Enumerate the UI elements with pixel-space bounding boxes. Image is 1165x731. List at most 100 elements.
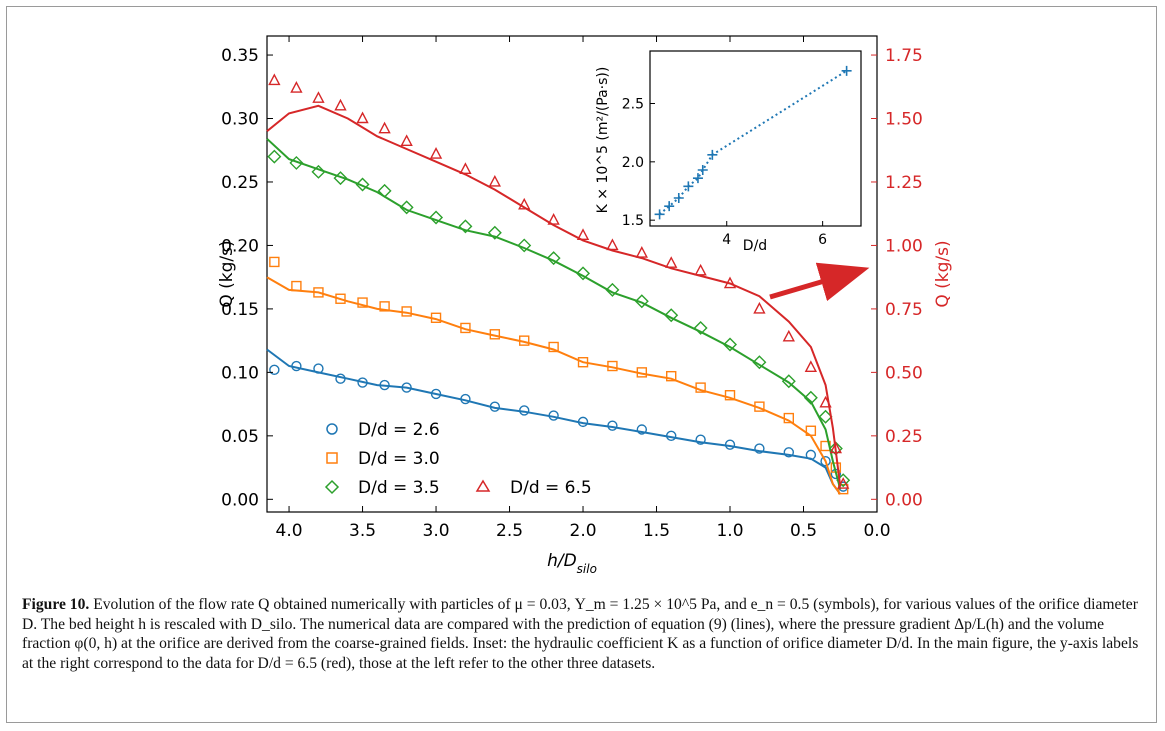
- data-point-triangle: [694, 263, 707, 276]
- data-point-triangle: [753, 301, 766, 314]
- data-point-diamond: [664, 308, 679, 323]
- data-point-circle: [805, 449, 817, 461]
- data-point-square: [489, 329, 501, 340]
- data-point-square: [577, 357, 589, 368]
- data-point-triangle: [606, 238, 619, 251]
- y-left-tick-label: 0.25: [221, 173, 259, 193]
- legend-item-3.5: D/d = 3.5: [324, 478, 440, 498]
- data-point-triangle: [665, 256, 678, 268]
- data-point-diamond: [605, 282, 620, 297]
- data-point-triangle: [312, 91, 325, 103]
- series-line-diamond: [266, 138, 842, 490]
- data-point-diamond: [289, 155, 304, 170]
- data-point-square: [636, 367, 648, 378]
- main-plot: 4.0 3.5 3.0 2.5 2.0 1.5 1.0 0.5 0.0 0.00 0.05 0.10…: [217, 35, 953, 576]
- data-point-diamond: [333, 171, 348, 186]
- data-point-circle: [820, 456, 831, 467]
- data-point-triangle: [837, 477, 850, 489]
- inset-dotted-line: [658, 69, 848, 216]
- data-point-triangle: [782, 329, 795, 342]
- x-tick-label: 4.0: [276, 521, 303, 541]
- data-point-square: [805, 425, 817, 436]
- data-point-diamond: [818, 409, 833, 424]
- data-point-triangle: [400, 134, 413, 147]
- y-right-tick-label: 1.75: [885, 46, 923, 66]
- x-tick-label: 1.5: [643, 521, 670, 541]
- legend-marker-square: [326, 452, 338, 464]
- series-line-triangle: [266, 104, 842, 487]
- y-right-tick-label: 0.75: [885, 300, 923, 320]
- data-point-circle: [291, 360, 302, 372]
- inset-series-layer: [654, 65, 852, 220]
- caption-text: Evolution of the flow rate Q obtained nu…: [22, 596, 1139, 672]
- data-point-diamond: [781, 374, 796, 389]
- data-point-circle: [783, 447, 795, 458]
- data-point-triangle: [356, 111, 369, 124]
- inset-data-point-plus: [707, 149, 718, 160]
- data-point-circle: [695, 434, 706, 445]
- data-point-diamond: [458, 219, 473, 234]
- data-point-diamond: [752, 355, 767, 370]
- series-line-square: [266, 276, 842, 495]
- y-left-tick-label: 0.30: [221, 110, 259, 130]
- y-left-tick-label: 0.00: [221, 490, 259, 510]
- data-point-triangle: [576, 228, 590, 240]
- y-right-tick-label: 1.25: [885, 173, 923, 193]
- data-point-triangle: [290, 81, 303, 93]
- figure-chart: 4.0 3.5 3.0 2.5 2.0 1.5 1.0 0.5 0.0 0.00 0.05 0.10…: [217, 35, 953, 576]
- inset-y-tick-label: 1.5: [622, 213, 644, 229]
- main-plot-frame: [266, 35, 878, 513]
- data-point-circle: [666, 430, 677, 442]
- data-point-square: [313, 287, 324, 298]
- y-left-tick-label: 0.15: [221, 300, 259, 320]
- y-left-tick-label: 0.10: [221, 363, 259, 383]
- legend-label-6.5: D/d = 6.5: [510, 478, 592, 498]
- y-left-tick-label: 0.35: [221, 46, 259, 66]
- data-point-circle: [460, 393, 471, 405]
- data-point-diamond: [311, 164, 326, 179]
- series-layer: [266, 73, 851, 495]
- data-point-square: [291, 280, 302, 292]
- data-point-circle: [607, 420, 618, 431]
- inset-data-point-plus: [654, 209, 665, 220]
- x-tick-label: 2.0: [570, 521, 597, 541]
- legend-item-3.0: D/d = 3.0: [326, 449, 440, 469]
- data-point-square: [783, 412, 795, 424]
- data-point-diamond: [377, 183, 392, 198]
- inset-y-axis-label: K × 10^5 (m²/(Pa·s)): [595, 67, 611, 214]
- data-point-square: [430, 312, 442, 323]
- data-point-triangle: [547, 213, 560, 225]
- inset-y-axis-ticks: 1.5 2.0 2.5: [622, 97, 655, 229]
- y-axis-right-ticks: 0.00 0.25 0.50 0.75 1.00 1.25 1.50 1.75: [871, 46, 923, 510]
- legend-item-6.5: D/d = 6.5: [475, 478, 592, 498]
- figure-caption: Figure 10. Evolution of the flow rate Q …: [22, 595, 1140, 673]
- data-point-circle: [754, 443, 765, 454]
- data-point-diamond: [634, 294, 649, 309]
- data-point-circle: [724, 439, 736, 450]
- y-right-tick-label: 1.50: [885, 110, 923, 130]
- x-tick-label: 3.5: [349, 521, 376, 541]
- x-tick-label: 0.5: [790, 521, 817, 541]
- data-point-triangle: [429, 147, 443, 159]
- figure-frame: [6, 6, 1157, 723]
- data-point-square: [724, 390, 736, 401]
- y-axis-left-ticks: 0.00 0.05 0.10 0.15 0.20 0.25 0.30 0.35: [221, 46, 273, 510]
- data-point-diamond: [693, 320, 708, 335]
- data-point-circle: [269, 364, 280, 376]
- data-point-circle: [335, 373, 346, 384]
- data-point-triangle: [635, 246, 648, 258]
- data-point-circle: [357, 377, 368, 388]
- data-point-circle: [519, 405, 530, 416]
- legend-marker-diamond: [324, 479, 340, 495]
- data-point-circle: [430, 388, 442, 400]
- y-left-tick-label: 0.20: [221, 236, 259, 256]
- inset-data-point-plus: [697, 165, 708, 175]
- data-point-square: [754, 401, 765, 412]
- inset-x-tick-label: 6: [818, 232, 827, 248]
- data-point-diamond: [267, 149, 282, 164]
- data-point-triangle: [488, 174, 501, 187]
- x-tick-label: 0.0: [863, 521, 890, 541]
- x-tick-label: 3.0: [423, 521, 450, 541]
- data-point-square: [666, 370, 677, 382]
